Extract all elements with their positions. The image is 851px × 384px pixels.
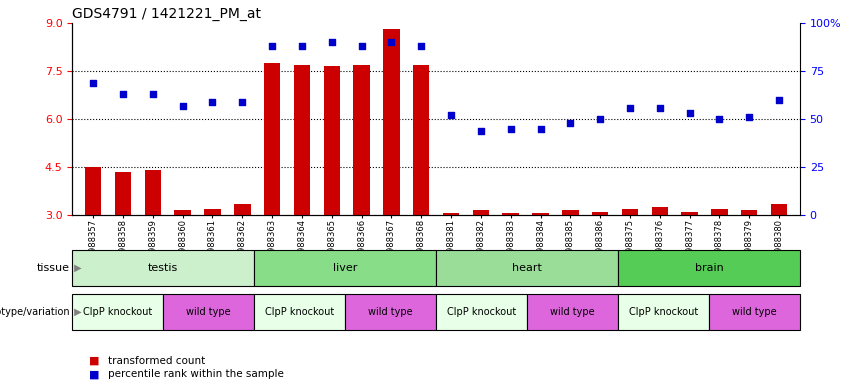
Bar xyxy=(563,210,579,215)
Text: heart: heart xyxy=(512,263,542,273)
Bar xyxy=(204,209,220,215)
Bar xyxy=(622,209,638,215)
Text: testis: testis xyxy=(148,263,179,273)
Text: wild type: wild type xyxy=(732,307,777,317)
Text: liver: liver xyxy=(333,263,357,273)
Point xyxy=(117,91,130,97)
Point xyxy=(593,116,607,122)
Point xyxy=(563,120,577,126)
Bar xyxy=(711,209,728,215)
Text: wild type: wild type xyxy=(551,307,595,317)
Point xyxy=(683,110,696,116)
Point xyxy=(355,43,368,49)
Text: genotype/variation: genotype/variation xyxy=(0,307,70,317)
Point xyxy=(146,91,160,97)
Text: GDS4791 / 1421221_PM_at: GDS4791 / 1421221_PM_at xyxy=(72,7,261,21)
Point xyxy=(385,39,398,45)
Bar xyxy=(592,212,608,215)
Point xyxy=(87,79,100,86)
Point xyxy=(325,39,339,45)
Point xyxy=(653,104,666,111)
Point xyxy=(266,43,279,49)
Point xyxy=(295,43,309,49)
Point xyxy=(444,112,458,118)
Text: wild type: wild type xyxy=(186,307,231,317)
Bar xyxy=(443,214,460,215)
Text: ▶: ▶ xyxy=(71,307,82,317)
Bar xyxy=(413,65,430,215)
Bar xyxy=(682,212,698,215)
Text: ClpP knockout: ClpP knockout xyxy=(83,307,152,317)
Bar xyxy=(502,214,519,215)
Bar xyxy=(771,204,787,215)
Text: ▶: ▶ xyxy=(71,263,82,273)
Bar xyxy=(472,210,489,215)
Text: ClpP knockout: ClpP knockout xyxy=(266,307,334,317)
Bar xyxy=(741,210,757,215)
Bar xyxy=(174,210,191,215)
Bar xyxy=(353,65,370,215)
Bar xyxy=(264,63,280,215)
Bar xyxy=(383,30,400,215)
Point xyxy=(236,99,249,105)
Bar xyxy=(652,207,668,215)
Text: brain: brain xyxy=(694,263,723,273)
Bar xyxy=(533,214,549,215)
Point xyxy=(742,114,756,120)
Point xyxy=(474,127,488,134)
Text: ■: ■ xyxy=(89,356,100,366)
Bar xyxy=(234,204,250,215)
Bar xyxy=(115,172,131,215)
Point xyxy=(176,103,190,109)
Point xyxy=(534,126,547,132)
Text: wild type: wild type xyxy=(368,307,413,317)
Bar xyxy=(323,66,340,215)
Text: ClpP knockout: ClpP knockout xyxy=(629,307,698,317)
Point xyxy=(623,104,637,111)
Text: transformed count: transformed count xyxy=(108,356,205,366)
Point xyxy=(414,43,428,49)
Point xyxy=(504,126,517,132)
Bar xyxy=(145,170,161,215)
Point xyxy=(206,99,220,105)
Text: tissue: tissue xyxy=(37,263,70,273)
Point xyxy=(712,116,726,122)
Bar xyxy=(85,167,101,215)
Text: ClpP knockout: ClpP knockout xyxy=(447,307,517,317)
Text: percentile rank within the sample: percentile rank within the sample xyxy=(108,369,284,379)
Bar xyxy=(294,65,310,215)
Text: ■: ■ xyxy=(89,369,100,379)
Point xyxy=(772,97,785,103)
